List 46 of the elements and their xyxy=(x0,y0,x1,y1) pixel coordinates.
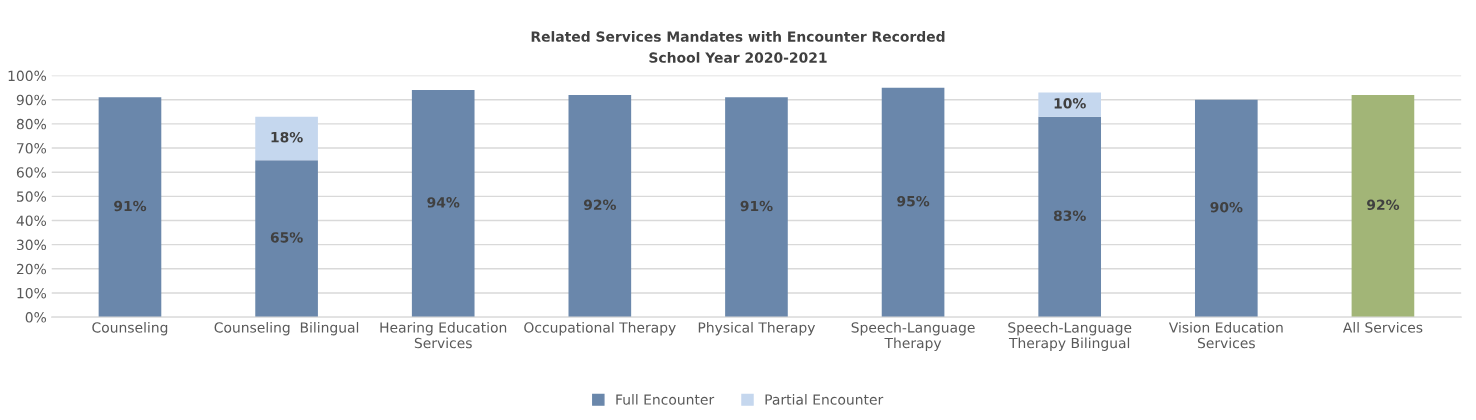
x-tick-label: Counseling Bilingual xyxy=(214,321,359,336)
legend-label: Partial Encounter xyxy=(765,394,884,405)
data-label: 92% xyxy=(1367,199,1400,211)
y-tick-label: 30% xyxy=(16,239,47,251)
x-tick-label: Vision Education Services xyxy=(1168,321,1283,349)
x-tick-label: Speech-Language Therapy xyxy=(851,321,975,351)
bar xyxy=(1351,94,1415,318)
data-label: 92% xyxy=(583,199,617,211)
y-tick-label: 0% xyxy=(25,312,47,323)
data-label: 94% xyxy=(427,197,460,208)
bar xyxy=(1038,116,1102,318)
bar xyxy=(411,90,475,318)
data-label: 18% xyxy=(271,131,303,143)
y-tick-label: 80% xyxy=(16,118,47,130)
x-tick-label: Speech-Language Therapy Bilingual xyxy=(1008,321,1132,351)
y-tick-label: 70% xyxy=(17,143,47,154)
y-tick-label: 100% xyxy=(8,70,47,82)
bar xyxy=(725,97,788,318)
bar xyxy=(881,87,945,318)
bar xyxy=(1194,99,1258,318)
bar xyxy=(1038,92,1102,117)
bar xyxy=(568,94,632,318)
data-label: 10% xyxy=(1054,98,1086,109)
bar xyxy=(255,160,318,318)
data-label: 90% xyxy=(1210,201,1243,213)
data-label: 83% xyxy=(1053,210,1086,221)
chart-title: Related Services Mandates with Encounter Recorded xyxy=(531,31,945,42)
y-tick-label: 50% xyxy=(17,191,47,202)
x-tick-label: Occupational Therapy xyxy=(524,321,676,336)
bar xyxy=(98,97,162,318)
chart-subtitle: School Year 2020-2021 xyxy=(649,52,827,63)
bar xyxy=(255,116,318,161)
data-label: 91% xyxy=(114,200,147,212)
x-tick-label: Hearing Education Services xyxy=(380,321,507,349)
x-tick-label: Physical Therapy xyxy=(698,321,816,336)
data-label: 91% xyxy=(740,200,773,212)
y-tick-label: 40% xyxy=(16,215,47,226)
legend-label: Full Encounter xyxy=(616,394,715,405)
y-tick-label: 60% xyxy=(16,167,47,178)
y-tick-label: 10% xyxy=(17,287,47,299)
y-tick-label: 90% xyxy=(16,94,47,106)
x-tick-label: Counseling xyxy=(92,321,168,336)
y-tick-label: 20% xyxy=(16,263,47,275)
x-tick-label: All Services xyxy=(1342,321,1423,333)
data-label: 95% xyxy=(897,195,930,207)
data-label: 65% xyxy=(270,232,303,243)
